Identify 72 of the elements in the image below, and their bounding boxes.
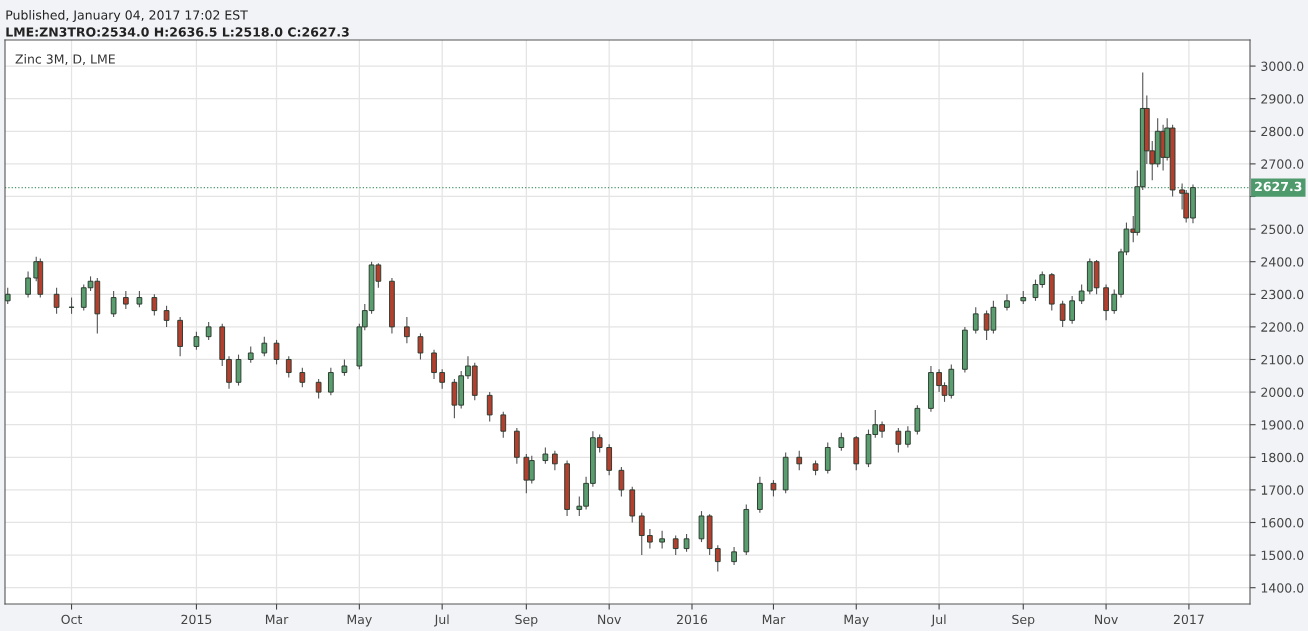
candlestick (315, 378, 322, 400)
candlestick (285, 355, 292, 378)
candlestick (796, 450, 803, 471)
candlestick (1004, 293, 1010, 312)
x-tick-label: 2016 (677, 614, 708, 625)
candlestick (327, 367, 334, 396)
y-tick-label: 1500.0 (1261, 550, 1304, 561)
y-tick-label: 3000.0 (1261, 61, 1304, 72)
x-tick-label: Sep (515, 614, 538, 627)
x-tick-label: Oct (61, 614, 83, 625)
x-tick-label: Jul (930, 614, 946, 627)
y-tick-label: 2400.0 (1261, 257, 1304, 267)
candlestick (53, 287, 60, 315)
candlestick (1069, 295, 1076, 325)
y-tick-label: 1700.0 (1261, 485, 1304, 495)
candlestick (25, 270, 31, 299)
y-tick-label: 2700.0 (1261, 159, 1304, 169)
x-tick-label: Sep (1012, 614, 1035, 627)
x-tick-label: Jul (433, 614, 449, 627)
candlestick (500, 411, 507, 439)
y-tick-label: 2000.0 (1261, 387, 1304, 398)
y-tick-label: 1400.0 (1261, 583, 1304, 593)
candlestick (672, 534, 679, 556)
text: LME:ZN3TRO:2534.0 H:2636.5 L:2518.0 C:2627.3 (6, 27, 349, 37)
y-tick-label: 2800.0 (1261, 126, 1304, 137)
y-tick-label: 1600.0 (1261, 517, 1304, 528)
candlestick (439, 368, 446, 390)
candlestick (235, 354, 242, 387)
candlestick (486, 391, 493, 422)
candlestick (273, 339, 280, 365)
candlestick (638, 512, 645, 556)
candlestick (659, 530, 665, 550)
text: Zinc 3M, D, LME (15, 54, 115, 66)
candlestick (606, 443, 613, 476)
candlestick (431, 349, 437, 380)
candlestick (404, 316, 410, 344)
y-tick-label: 1800.0 (1261, 452, 1304, 463)
candlestick (552, 450, 558, 471)
candlestick (299, 367, 306, 388)
y-tick-label: 2900.0 (1261, 94, 1304, 104)
candlestick (905, 425, 911, 449)
ref-line-label: 2627.3 (1255, 181, 1302, 192)
candlestick (714, 544, 721, 572)
candlestick (647, 528, 653, 550)
candlestick (1059, 300, 1066, 328)
x-tick-label: Nov (598, 614, 621, 625)
candlestick (1103, 283, 1109, 321)
candlestick (261, 336, 268, 357)
candlestick (151, 293, 158, 317)
x-tick-label: May (844, 614, 869, 627)
x-tick-label: Nov (1095, 614, 1118, 625)
y-tick-label: 1900.0 (1261, 420, 1304, 430)
y-tick-label: 2500.0 (1261, 224, 1304, 235)
x-tick-label: 2017 (1173, 614, 1204, 625)
candlestick (163, 305, 170, 328)
candlestick (618, 466, 625, 497)
text: Published, January 04, 2017 17:02 EST (6, 10, 248, 23)
candlestick (110, 290, 117, 318)
candlestick (698, 510, 705, 543)
y-tick-label: 2200.0 (1261, 322, 1304, 332)
candlestick (914, 404, 921, 436)
candlestick (895, 427, 902, 453)
y-tick-label: 2300.0 (1261, 289, 1304, 300)
y-tick-label: 2100.0 (1261, 354, 1304, 365)
x-tick-label: May (347, 614, 372, 627)
candlestick (824, 442, 831, 475)
x-tick-label: 2015 (181, 614, 212, 625)
x-tick-label: Mar (265, 614, 289, 625)
candlestick (417, 332, 424, 361)
candlestick (1078, 283, 1085, 305)
candlestick (972, 306, 979, 334)
x-tick-label: Mar (762, 614, 786, 625)
